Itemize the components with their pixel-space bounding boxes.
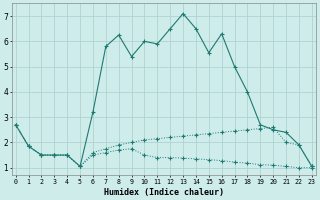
- X-axis label: Humidex (Indice chaleur): Humidex (Indice chaleur): [104, 188, 224, 197]
